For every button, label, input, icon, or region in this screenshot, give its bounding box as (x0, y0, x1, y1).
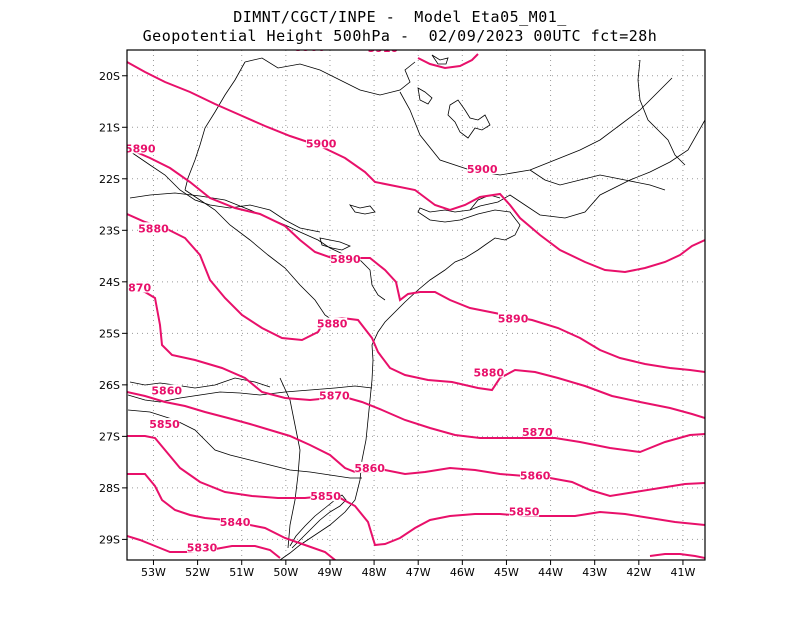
lon-tick-label: 51W (229, 566, 254, 579)
lon-tick-label: 49W (318, 566, 343, 579)
contour-label: 5870 (121, 282, 152, 295)
reservoir-5 (431, 54, 449, 65)
lat-tick-label: 23S (99, 224, 120, 237)
contour-5910 (417, 53, 479, 70)
contour-label: 5860 (151, 385, 182, 398)
lon-tick-label: 52W (185, 566, 210, 579)
coastline-and-borders (127, 54, 706, 561)
map-frame (126, 49, 706, 561)
lat-tick-label: 26S (99, 379, 120, 392)
contour-label-background (310, 490, 341, 502)
coastline (279, 119, 706, 561)
contour-label-background (498, 312, 529, 324)
state-border-mg-rj (399, 77, 673, 176)
lat-tick-label: 29S (99, 533, 120, 546)
contour-label-background (306, 137, 337, 149)
coastline-detail (469, 194, 501, 211)
lon-tick-label: 46W (450, 566, 475, 579)
lon-tick-label: 47W (406, 566, 431, 579)
state-border-mg-sp (127, 149, 321, 233)
contour-label: 5890 (330, 253, 361, 266)
contour-label-background (127, 281, 151, 293)
state-border-pr-sc (127, 385, 373, 403)
contour-label-background (509, 505, 540, 517)
contour-labels: 5910 5900 5900 5900 5890 5890 5890 5880 5880 5880… (121, 41, 553, 555)
map-title-line2: Geopotential Height 500hPa - 02/09/2023 … (142, 27, 658, 45)
axis-ticks: 53W 52W 51W 50W 49W 48W 47W 46W 45W 44W 43W 42W 41W 2… (99, 70, 695, 579)
contour-label-background (520, 469, 551, 481)
contour-label: 5900 (306, 137, 337, 150)
contour-label-background (295, 50, 326, 52)
contour-label: 5890 (498, 312, 529, 325)
contour-5840-east (649, 553, 705, 559)
contour-label: 5840 (220, 516, 251, 529)
contour-label: 5860 (354, 462, 385, 475)
contour-label-background (149, 418, 180, 430)
lon-tick-label: 43W (582, 566, 607, 579)
contour-5900 (127, 61, 705, 274)
contour-label: 5850 (310, 490, 341, 503)
reservoir-1 (447, 99, 491, 139)
state-border-mg-es (637, 59, 686, 166)
reservoir-4 (319, 237, 351, 251)
contour-label-background (473, 366, 504, 378)
contour-label-background (220, 515, 251, 527)
lon-tick-label: 41W (671, 566, 696, 579)
contour-label: 5850 (149, 418, 180, 431)
contour-label-background (187, 541, 218, 553)
contour-5870 (127, 287, 705, 454)
contour-label: 5830 (187, 542, 218, 555)
contour-5890 (127, 147, 705, 373)
contour-label: 5890 (125, 142, 156, 155)
contour-5850 (127, 435, 705, 547)
lon-tick-label: 48W (362, 566, 387, 579)
contour-label-background (354, 461, 385, 473)
map-title-line1: DIMNT/CGCT/INPE - Model Eta05_M01_ (233, 8, 567, 26)
contour-label-background (317, 317, 348, 329)
state-border-pr-sp (129, 192, 386, 301)
lat-tick-label: 20S (99, 70, 120, 83)
contour-label-background (467, 163, 498, 175)
contour-label-background (151, 384, 182, 396)
lon-tick-label: 44W (538, 566, 563, 579)
lat-tick-label: 24S (99, 276, 120, 289)
contour-label: 5900 (467, 163, 498, 176)
contour-label: 5910 (368, 42, 399, 55)
contour-label: 5870 (522, 426, 553, 439)
lat-tick-label: 28S (99, 482, 120, 495)
contour-label: 5880 (473, 367, 504, 380)
contour-label: 5880 (317, 318, 348, 331)
contour-5880 (127, 213, 705, 419)
contour-label: 5860 (520, 470, 551, 483)
contour-label: 5880 (138, 222, 169, 235)
contour-label: 5870 (319, 390, 350, 403)
contour-label-background (367, 50, 398, 53)
contour-label-background (522, 425, 553, 437)
contour-label-background (319, 389, 350, 401)
contour-label-background (330, 253, 361, 265)
reservoir-2 (417, 87, 433, 105)
contour-label: 5900 (295, 41, 326, 54)
contour-label-background (127, 142, 156, 154)
contour-label-background (138, 222, 169, 234)
contour-label: 5850 (509, 506, 540, 519)
lat-tick-label: 25S (99, 327, 120, 340)
river-border-paranapanema (184, 189, 336, 323)
lat-tick-label: 27S (99, 430, 120, 443)
lat-tick-label: 22S (99, 173, 120, 186)
contour-5860 (127, 391, 705, 498)
lat-tick-label: 21S (99, 121, 120, 134)
lon-tick-label: 42W (626, 566, 651, 579)
lon-tick-label: 50W (273, 566, 298, 579)
state-border-sp-mg-rj (184, 61, 246, 191)
lagoon (289, 494, 347, 549)
state-border-mg-north (244, 57, 416, 96)
height-contours (127, 53, 705, 560)
lon-tick-label: 53W (141, 566, 166, 579)
reservoir-3 (348, 204, 376, 215)
lon-tick-label: 45W (494, 566, 519, 579)
river-border-west (279, 377, 301, 549)
state-border-rj-mg (529, 169, 666, 191)
